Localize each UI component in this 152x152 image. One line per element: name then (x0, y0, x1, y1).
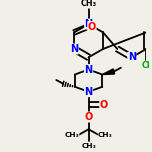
Text: O: O (100, 100, 108, 110)
Text: CH₃: CH₃ (81, 0, 97, 8)
Text: N: N (85, 87, 93, 97)
Text: N: N (85, 65, 93, 75)
Polygon shape (102, 69, 115, 74)
Text: N: N (70, 44, 78, 54)
Text: Cl: Cl (142, 61, 150, 70)
Text: N: N (128, 52, 136, 62)
Text: O: O (85, 112, 93, 122)
Text: CH₃: CH₃ (98, 132, 113, 138)
Text: CH₃: CH₃ (81, 143, 96, 149)
Text: N: N (85, 19, 93, 29)
Text: CH₃: CH₃ (64, 132, 79, 138)
Text: O: O (88, 22, 96, 32)
